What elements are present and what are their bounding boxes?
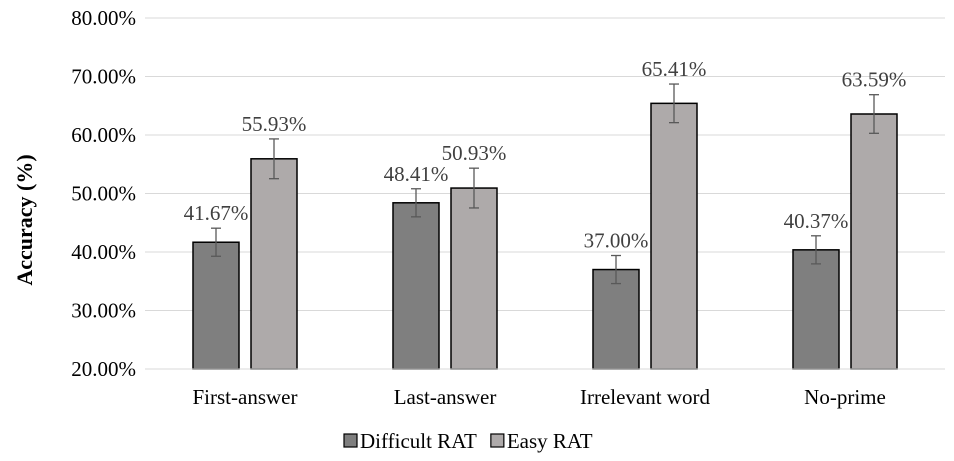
bar-difficult <box>392 202 440 370</box>
x-category-label: Last-answer <box>394 385 497 409</box>
bar-difficult <box>192 241 240 370</box>
error-bar <box>869 94 879 134</box>
error-bar <box>269 138 279 180</box>
x-category-label: First-answer <box>193 385 298 409</box>
x-category-label: Irrelevant word <box>580 385 711 409</box>
bar-difficult <box>792 249 840 370</box>
legend: Difficult RAT Easy RAT <box>343 429 593 453</box>
bar-difficult <box>592 268 640 370</box>
legend-swatch <box>343 433 358 448</box>
bars <box>192 102 898 370</box>
y-axis-ticks: 20.00% 30.00% 40.00% 50.00% 60.00% 70.00% 80.0… <box>71 6 136 381</box>
data-label: 63.59% <box>842 68 907 92</box>
error-bar <box>211 227 221 257</box>
error-bar <box>469 167 479 209</box>
error-bar <box>611 254 621 285</box>
y-tick-label: 70.00% <box>71 65 136 89</box>
legend-swatch <box>490 433 505 448</box>
bar-easy <box>250 158 298 370</box>
error-bar <box>811 235 821 265</box>
error-bar <box>411 188 421 218</box>
data-label: 50.93% <box>442 141 507 165</box>
y-tick-label: 50.00% <box>71 182 136 206</box>
x-category-label: No-prime <box>804 385 886 409</box>
y-tick-label: 20.00% <box>71 357 136 381</box>
legend-item-easy: Easy RAT <box>490 429 593 453</box>
data-labels: 41.67% 55.93% 48.41%50.93% 37.00% 65.41% 40.3… <box>184 57 907 252</box>
error-bars <box>211 83 879 285</box>
y-tick-label: 40.00% <box>71 240 136 264</box>
data-label: 40.37% <box>784 209 849 233</box>
data-label: 65.41% <box>642 57 707 81</box>
data-label: 37.00% <box>584 229 649 253</box>
y-tick-label: 60.00% <box>71 123 136 147</box>
legend-label: Difficult RAT <box>360 429 477 453</box>
bar-easy <box>850 113 898 370</box>
y-tick-label: 80.00% <box>71 6 136 30</box>
bar-easy <box>450 187 498 370</box>
legend-item-difficult: Difficult RAT <box>343 429 477 453</box>
error-bar <box>669 83 679 124</box>
bar-easy <box>650 102 698 370</box>
legend-label: Easy RAT <box>507 429 593 453</box>
data-label: 48.41% <box>384 162 449 186</box>
x-axis-categories: First-answer Last-answer Irrelevant word No… <box>193 385 886 409</box>
y-tick-label: 30.00% <box>71 299 136 323</box>
data-label: 55.93% <box>242 112 307 136</box>
y-axis-label: Accuracy (%) <box>12 154 37 285</box>
data-label: 41.67% <box>184 201 249 225</box>
